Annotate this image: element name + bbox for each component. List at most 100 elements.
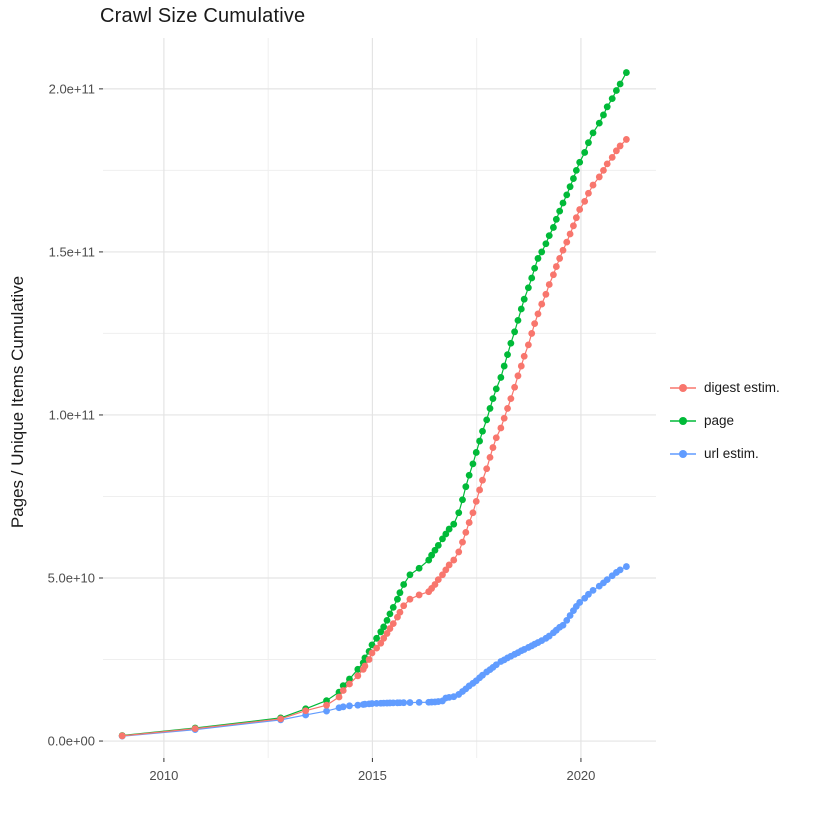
data-point-url-estim- xyxy=(559,621,567,629)
data-point-digest-estim- xyxy=(383,630,391,637)
data-point-page xyxy=(396,589,404,597)
data-point-digest-estim- xyxy=(462,528,470,536)
data-point-digest-estim- xyxy=(450,556,458,564)
data-point-page xyxy=(497,374,505,381)
x-tick-label: 2020 xyxy=(566,768,595,783)
data-point-page xyxy=(612,87,620,94)
data-point-digest-estim- xyxy=(581,197,589,205)
y-axis-title: Pages / Unique Items Cumulative xyxy=(8,275,27,529)
data-point-digest-estim- xyxy=(497,424,505,432)
data-point-digest-estim- xyxy=(492,434,500,442)
data-point-digest-estim- xyxy=(354,672,362,680)
data-point-page xyxy=(511,328,519,336)
data-point-digest-estim- xyxy=(415,591,423,599)
y-tick-label: 1.5e+11 xyxy=(49,244,95,259)
y-tick-label: 0.0e+00 xyxy=(48,734,95,749)
data-point-page xyxy=(406,571,414,579)
data-point-page xyxy=(500,362,508,370)
data-point-digest-estim- xyxy=(339,687,347,694)
data-point-page xyxy=(425,556,433,564)
data-point-page xyxy=(545,232,553,240)
data-point-digest-estim- xyxy=(442,566,450,574)
data-point-page xyxy=(346,675,353,683)
data-point-digest-estim- xyxy=(514,372,522,380)
data-point-digest-estim- xyxy=(507,395,515,403)
data-point-digest-estim- xyxy=(517,362,525,370)
data-point-page xyxy=(445,525,453,533)
data-point-page xyxy=(479,427,486,435)
data-point-page xyxy=(489,395,497,403)
data-point-page xyxy=(400,581,408,588)
data-point-page xyxy=(492,385,500,393)
data-point-digest-estim- xyxy=(396,608,404,616)
data-point-digest-estim- xyxy=(400,602,408,610)
data-point-url-estim- xyxy=(346,702,353,710)
data-point-page xyxy=(465,471,473,479)
data-point-digest-estim- xyxy=(465,519,473,526)
legend-item-digest-estim-: digest estim. xyxy=(668,371,780,404)
data-point-page xyxy=(507,339,515,347)
data-point-digest-estim- xyxy=(302,707,310,715)
data-point-digest-estim- xyxy=(576,206,584,213)
data-point-url-estim- xyxy=(589,586,597,594)
data-point-page xyxy=(415,564,423,572)
data-point-digest-estim- xyxy=(589,181,597,189)
data-point-url-estim- xyxy=(616,566,624,574)
data-point-page xyxy=(483,416,491,424)
data-point-page xyxy=(339,682,347,690)
data-point-page xyxy=(394,595,401,603)
data-point-page xyxy=(434,541,442,549)
data-point-digest-estim- xyxy=(534,310,542,318)
data-point-digest-estim- xyxy=(603,160,611,168)
data-point-page xyxy=(504,351,511,359)
x-tick-label: 2010 xyxy=(149,768,178,783)
data-point-digest-estim- xyxy=(389,620,397,628)
data-point-page xyxy=(373,634,380,642)
x-tick-label: 2015 xyxy=(358,768,387,783)
legend-label: digest estim. xyxy=(704,380,780,395)
data-point-digest-estim- xyxy=(524,341,532,349)
data-point-digest-estim- xyxy=(479,476,486,484)
data-point-digest-estim- xyxy=(566,230,574,238)
data-point-digest-estim- xyxy=(504,405,511,412)
data-point-page xyxy=(431,546,439,554)
data-point-url-estim- xyxy=(585,590,592,598)
legend-item-page: page xyxy=(668,404,780,437)
data-point-digest-estim- xyxy=(439,571,446,579)
data-point-digest-estim- xyxy=(489,444,497,451)
data-point-digest-estim- xyxy=(455,548,463,556)
data-point-url-estim- xyxy=(563,616,571,624)
data-point-page xyxy=(524,284,532,292)
data-point-page xyxy=(570,175,577,182)
data-point-digest-estim- xyxy=(608,153,616,161)
data-point-digest-estim- xyxy=(386,625,394,632)
data-point-page xyxy=(520,295,528,303)
legend-item-url-estim-: url estim. xyxy=(668,437,780,470)
data-point-page xyxy=(589,129,597,137)
data-point-page xyxy=(616,80,624,88)
data-point-digest-estim- xyxy=(335,693,343,701)
data-point-page xyxy=(622,69,630,76)
data-point-digest-estim- xyxy=(600,166,607,174)
data-point-page xyxy=(442,530,450,538)
data-point-digest-estim- xyxy=(563,238,571,246)
data-point-page xyxy=(563,191,571,199)
data-point-page xyxy=(556,207,564,215)
data-point-page xyxy=(428,551,436,559)
data-point-digest-estim- xyxy=(545,281,553,288)
data-point-digest-estim- xyxy=(612,147,620,155)
data-point-digest-estim- xyxy=(559,246,567,254)
data-point-page xyxy=(354,665,362,673)
data-point-digest-estim- xyxy=(277,715,285,723)
data-point-page xyxy=(559,199,567,207)
data-point-page xyxy=(595,119,603,127)
data-point-digest-estim- xyxy=(472,497,480,505)
data-point-digest-estim- xyxy=(595,173,603,181)
data-point-page xyxy=(603,103,611,111)
data-point-digest-estim- xyxy=(616,142,624,150)
data-point-digest-estim- xyxy=(323,701,330,709)
data-point-url-estim- xyxy=(566,612,574,619)
data-point-digest-estim- xyxy=(459,538,466,546)
